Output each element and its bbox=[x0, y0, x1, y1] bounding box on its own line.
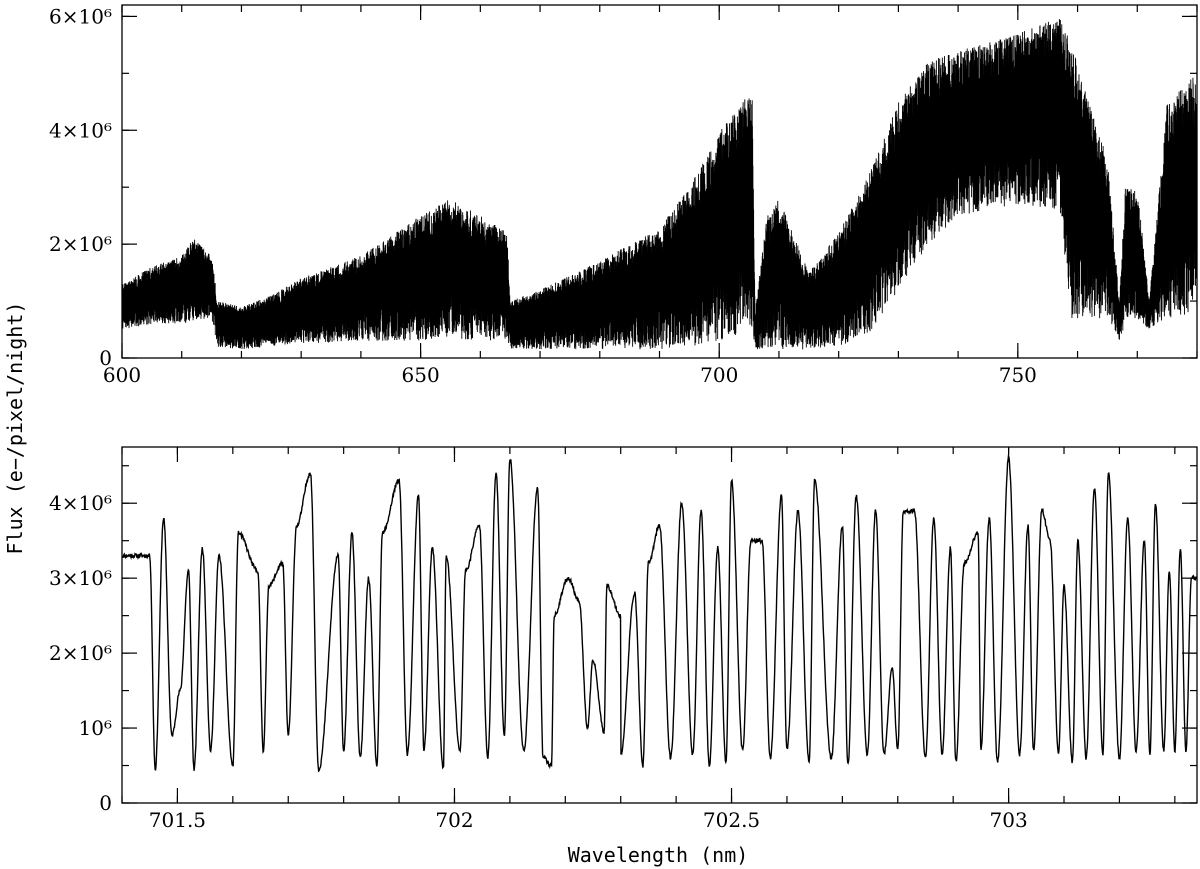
top-panel-full-spectrum: 600 650 700 750 0 2×10⁶ 4×10⁶ 6×10⁶ bbox=[49, 4, 1198, 387]
y-tick-label: 4×10⁶ bbox=[49, 118, 112, 142]
y-tick-label: 6×10⁶ bbox=[49, 4, 112, 28]
x-tick-label: 700 bbox=[700, 363, 738, 387]
y-tick-label: 2×10⁶ bbox=[49, 232, 112, 256]
x-tick-label: 703 bbox=[990, 808, 1028, 832]
spectrum-line-zoom bbox=[121, 454, 1198, 773]
x-tick-label: 650 bbox=[402, 363, 440, 387]
y-tick-label: 4×10⁶ bbox=[49, 491, 112, 515]
y-axis-title: Flux (e−/pixel/night) bbox=[3, 302, 27, 555]
x-tick-label: 702.5 bbox=[703, 808, 760, 832]
x-tick-label: 750 bbox=[999, 363, 1037, 387]
x-tick-label: 702 bbox=[435, 808, 473, 832]
bottom-panel-zoomed-spectrum: 701.5 702 702.5 703 0 10⁶ 2×10⁶ 3×10⁶ 4×10⁶ bbox=[49, 446, 1198, 832]
spectrum-line-full bbox=[121, 19, 1198, 350]
y-tick-label: 0 bbox=[99, 791, 112, 815]
ticks bbox=[121, 447, 1197, 804]
y-tick-label: 0 bbox=[99, 346, 112, 370]
y-tick-label: 3×10⁶ bbox=[49, 566, 112, 590]
x-tick-label: 600 bbox=[103, 363, 141, 387]
y-tick-label: 2×10⁶ bbox=[49, 641, 112, 665]
x-tick-label: 701.5 bbox=[149, 808, 206, 832]
plot-frame bbox=[121, 446, 1198, 804]
y-tick-label: 10⁶ bbox=[79, 716, 112, 740]
x-axis-title: Wavelength (nm) bbox=[568, 843, 749, 867]
